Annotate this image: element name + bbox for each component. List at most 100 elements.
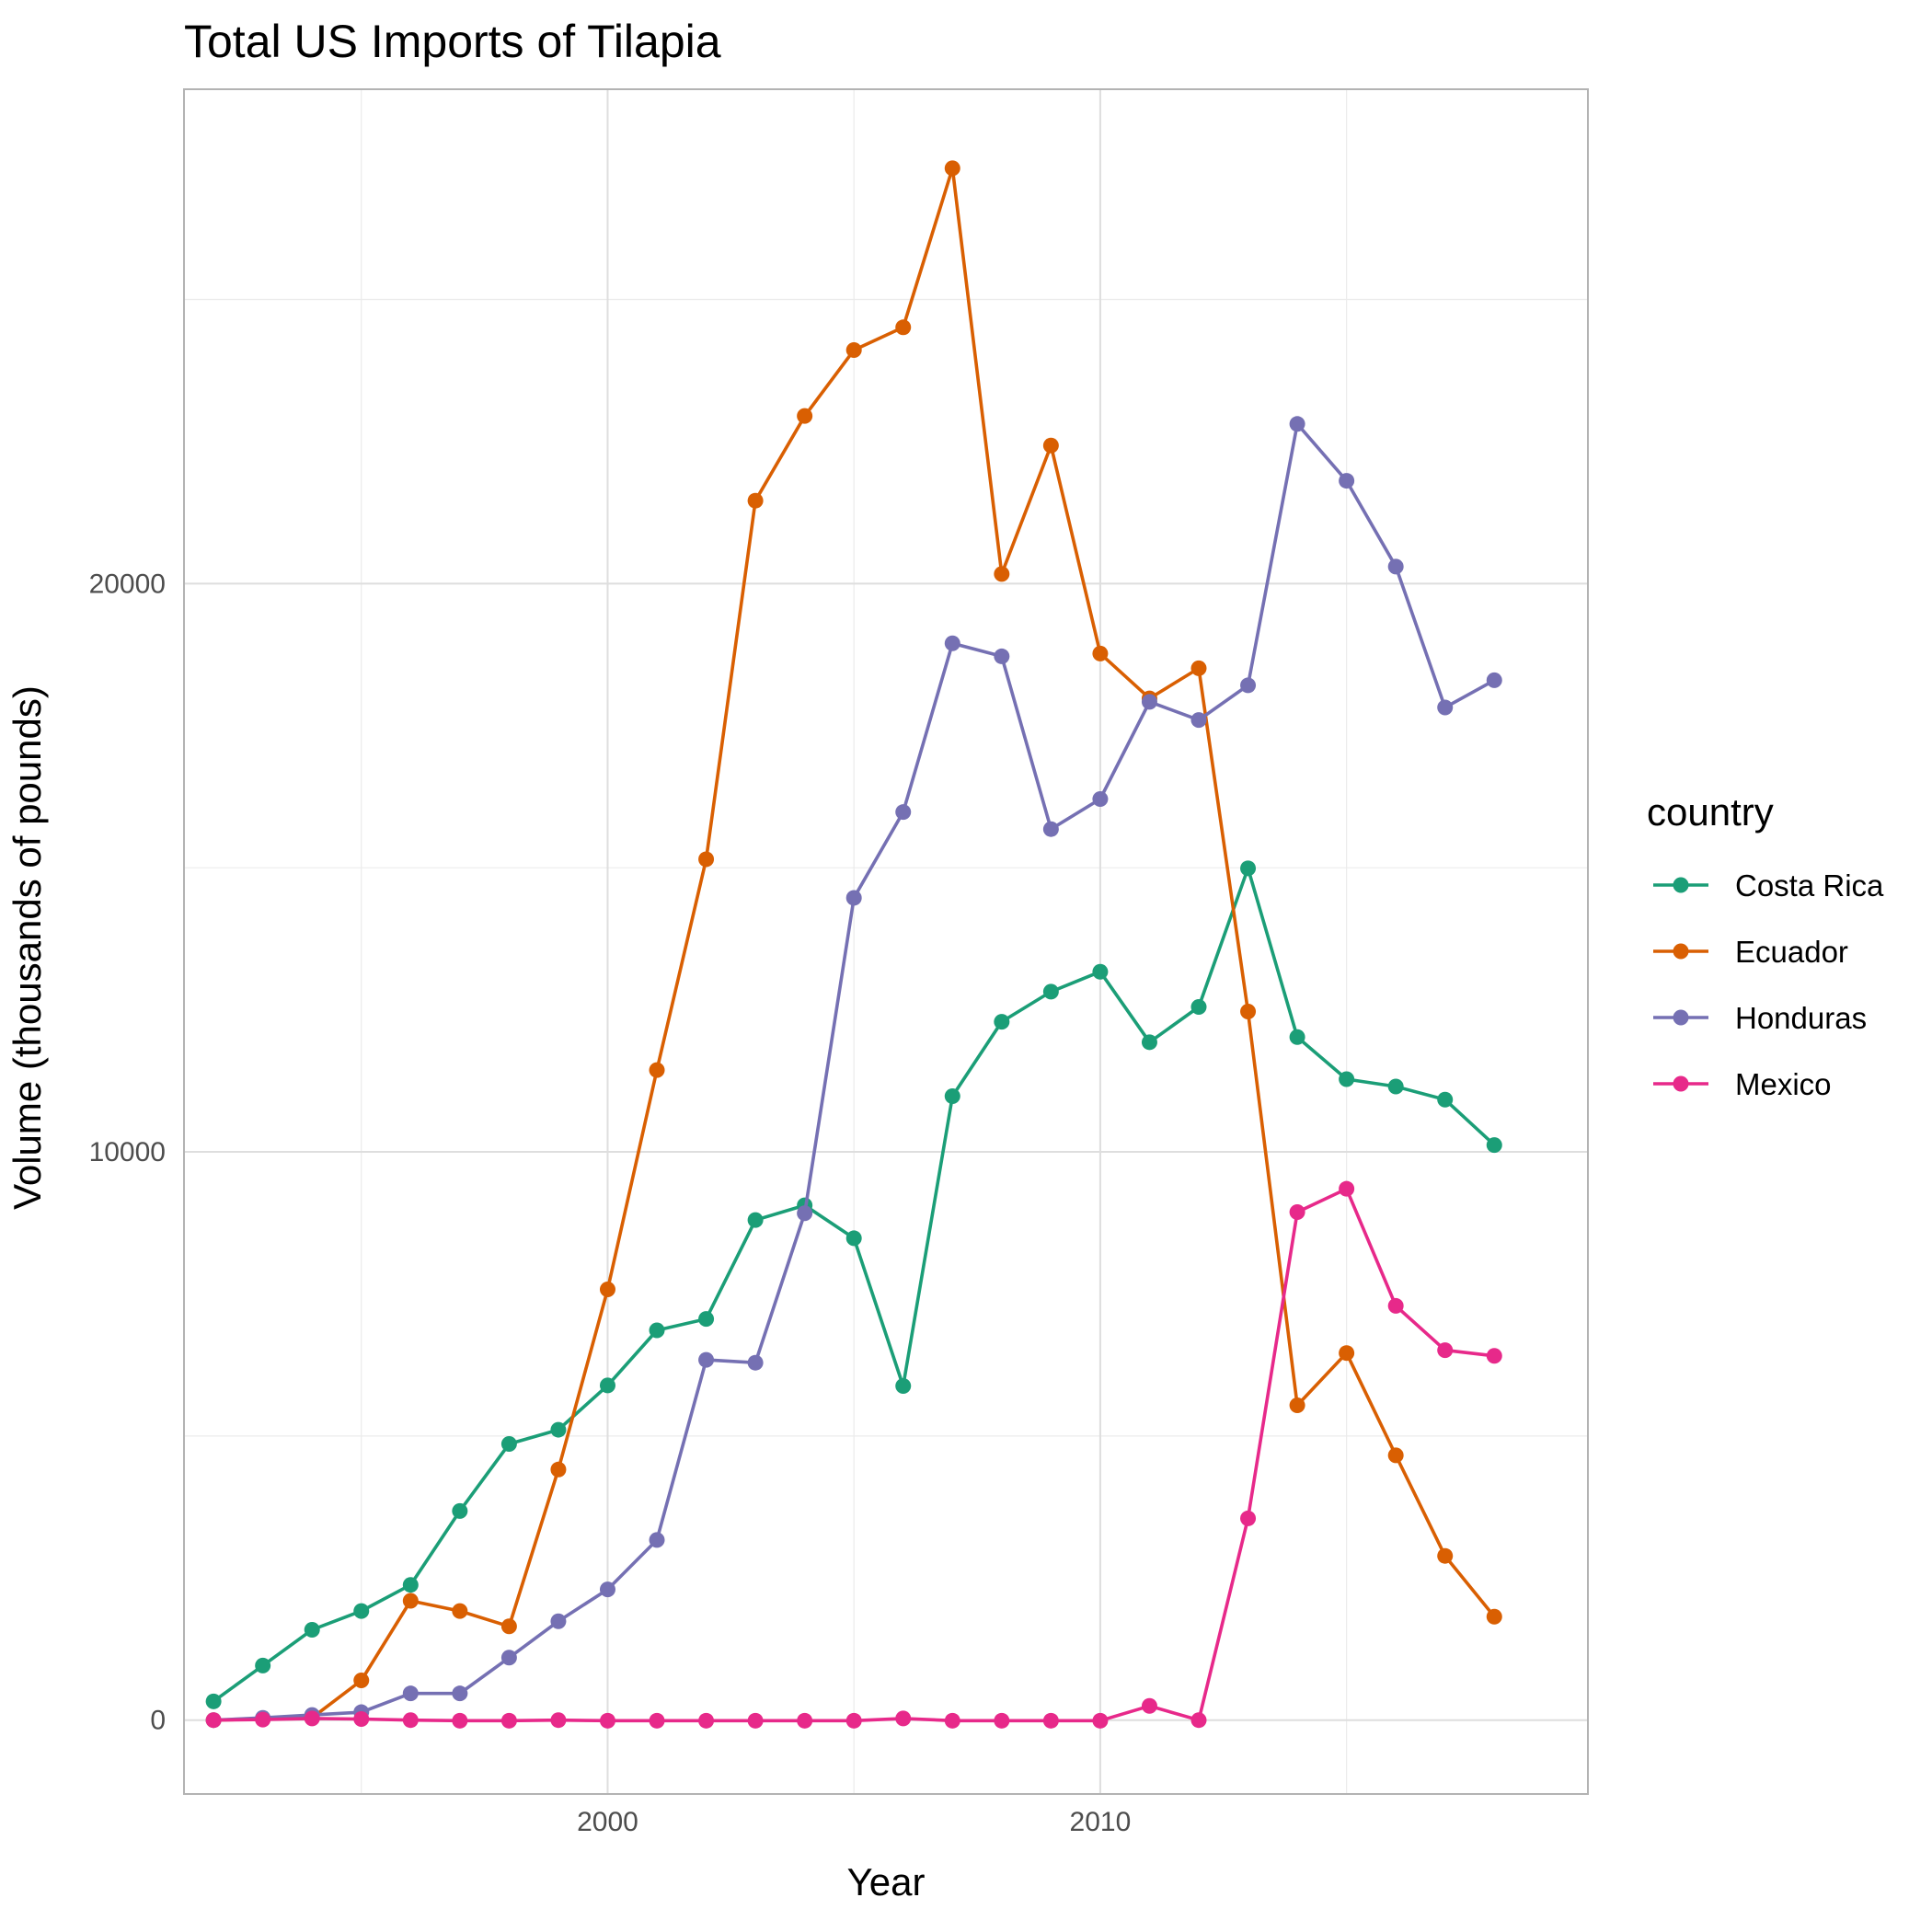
data-point-honduras xyxy=(845,890,862,906)
data-point-costa-rica xyxy=(452,1502,468,1519)
data-point-costa-rica xyxy=(1240,860,1257,877)
data-point-costa-rica xyxy=(1486,1137,1502,1154)
data-point-honduras xyxy=(747,1354,764,1371)
legend-key-point xyxy=(1673,943,1689,960)
data-point-mexico xyxy=(1289,1204,1305,1221)
data-point-ecuador xyxy=(1437,1547,1454,1564)
data-point-honduras xyxy=(1141,694,1157,710)
data-point-ecuador xyxy=(500,1618,517,1635)
data-point-ecuador xyxy=(845,342,862,359)
data-point-mexico xyxy=(402,1712,419,1729)
data-point-honduras xyxy=(402,1685,419,1702)
legend-label-costa-rica: Costa Rica xyxy=(1735,868,1884,903)
legend-item-mexico: Mexico xyxy=(1653,1067,1832,1101)
data-point-mexico xyxy=(1092,1712,1109,1729)
data-point-mexico xyxy=(1486,1348,1502,1364)
series-mexico xyxy=(205,1180,1502,1729)
data-point-mexico xyxy=(452,1712,468,1729)
data-point-costa-rica xyxy=(1092,963,1109,980)
data-point-ecuador xyxy=(1240,1003,1257,1019)
data-point-honduras xyxy=(1042,821,1059,837)
data-point-ecuador xyxy=(895,319,912,336)
data-point-honduras xyxy=(895,804,912,821)
series-layer xyxy=(205,160,1502,1729)
series-costa-rica xyxy=(205,860,1502,1709)
data-point-mexico xyxy=(994,1712,1010,1729)
data-point-costa-rica xyxy=(895,1378,912,1395)
data-point-costa-rica xyxy=(205,1693,222,1709)
data-point-ecuador xyxy=(402,1593,419,1609)
data-point-mexico xyxy=(698,1712,715,1729)
data-point-honduras xyxy=(1190,712,1207,729)
legend-item-ecuador: Ecuador xyxy=(1653,935,1848,969)
series-honduras xyxy=(205,416,1502,1729)
data-point-ecuador xyxy=(1190,660,1207,676)
data-point-costa-rica xyxy=(1339,1071,1355,1087)
data-point-costa-rica xyxy=(1289,1029,1305,1045)
data-point-honduras xyxy=(797,1205,813,1222)
data-point-costa-rica xyxy=(1141,1034,1157,1051)
data-point-mexico xyxy=(1042,1712,1059,1729)
data-point-mexico xyxy=(895,1710,912,1727)
data-point-mexico xyxy=(550,1712,567,1729)
data-point-ecuador xyxy=(797,408,813,424)
legend-title: country xyxy=(1647,790,1774,834)
data-point-ecuador xyxy=(1289,1397,1305,1414)
data-point-ecuador xyxy=(747,492,764,509)
data-point-honduras xyxy=(1486,672,1502,688)
data-point-ecuador xyxy=(1486,1608,1502,1625)
data-point-costa-rica xyxy=(1190,999,1207,1016)
data-point-honduras xyxy=(1092,790,1109,807)
data-point-mexico xyxy=(845,1712,862,1729)
data-point-mexico xyxy=(353,1710,370,1727)
data-point-costa-rica xyxy=(500,1436,517,1453)
legend-key-point xyxy=(1673,1009,1689,1026)
data-point-honduras xyxy=(550,1613,567,1629)
data-point-ecuador xyxy=(649,1062,665,1078)
data-point-honduras xyxy=(994,648,1010,664)
legend: country Costa Rica Ecuador Honduras Mexico xyxy=(1647,790,1884,1101)
chart-title: Total US Imports of Tilapia xyxy=(184,16,721,67)
data-point-costa-rica xyxy=(747,1212,764,1228)
plot-panel-border xyxy=(183,88,1589,1795)
data-point-ecuador xyxy=(1387,1447,1404,1464)
data-point-honduras xyxy=(1339,473,1355,489)
data-point-mexico xyxy=(944,1712,960,1729)
data-point-mexico xyxy=(599,1712,615,1729)
data-point-costa-rica xyxy=(1387,1078,1404,1095)
data-point-ecuador xyxy=(550,1461,567,1478)
x-tick-label: 2000 xyxy=(577,1807,638,1837)
data-point-honduras xyxy=(452,1685,468,1702)
data-point-costa-rica xyxy=(944,1088,960,1105)
data-point-ecuador xyxy=(353,1672,370,1688)
data-point-honduras xyxy=(944,635,960,651)
data-point-ecuador xyxy=(1092,645,1109,661)
data-point-honduras xyxy=(1437,699,1454,716)
x-tick-label: 2010 xyxy=(1070,1807,1132,1837)
data-point-mexico xyxy=(1190,1712,1207,1729)
legend-label-honduras: Honduras xyxy=(1735,1001,1867,1035)
data-point-costa-rica xyxy=(255,1657,271,1673)
data-point-mexico xyxy=(747,1712,764,1729)
x-axis-title: Year xyxy=(847,1860,926,1903)
y-tick-label: 0 xyxy=(150,1706,166,1736)
legend-label-ecuador: Ecuador xyxy=(1735,935,1848,969)
data-point-ecuador xyxy=(698,851,715,868)
data-point-costa-rica xyxy=(304,1621,320,1638)
data-point-costa-rica xyxy=(649,1322,665,1339)
data-point-honduras xyxy=(500,1650,517,1666)
data-point-ecuador xyxy=(1042,437,1059,454)
data-point-ecuador xyxy=(994,566,1010,582)
data-point-mexico xyxy=(1437,1342,1454,1359)
data-point-costa-rica xyxy=(1042,983,1059,1000)
data-point-mexico xyxy=(304,1710,320,1727)
y-tick-label: 20000 xyxy=(89,569,166,599)
data-point-honduras xyxy=(698,1351,715,1368)
data-point-honduras xyxy=(1240,677,1257,694)
data-point-costa-rica xyxy=(845,1230,862,1247)
data-point-costa-rica xyxy=(994,1014,1010,1030)
data-point-mexico xyxy=(205,1712,222,1729)
major-gridlines xyxy=(184,89,1588,1794)
data-point-costa-rica xyxy=(599,1377,615,1394)
